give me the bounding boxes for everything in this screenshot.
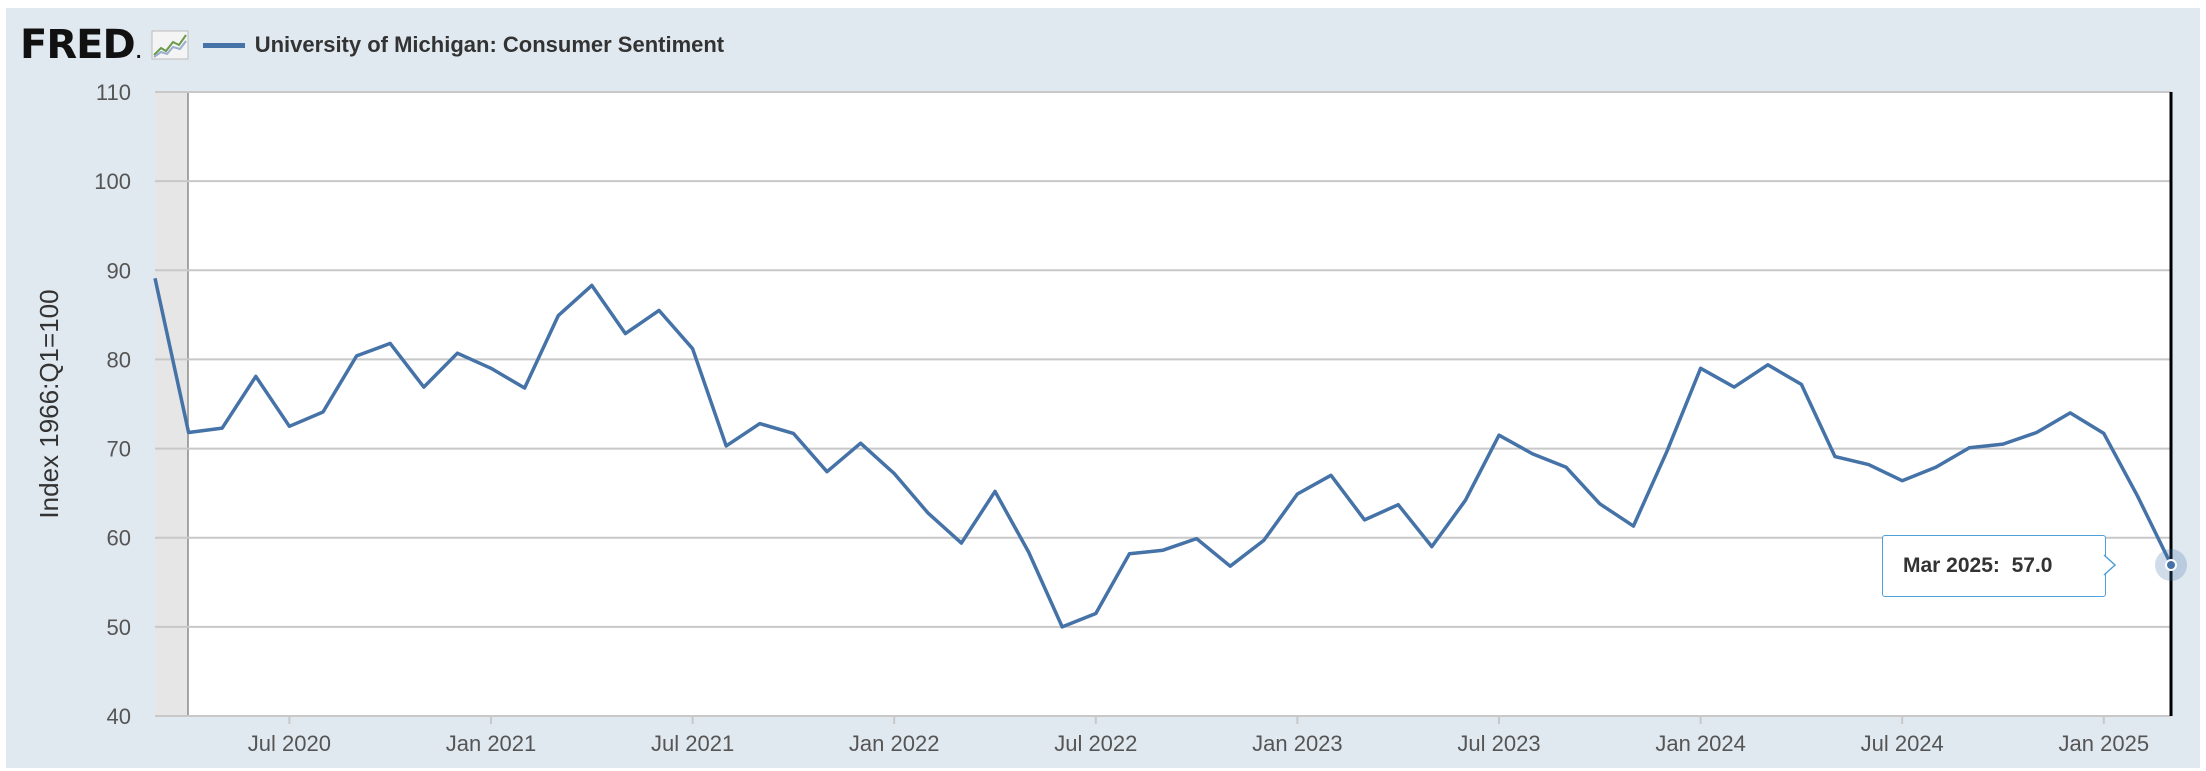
x-tick-label: Jan 2021 xyxy=(446,731,537,756)
data-point[interactable] xyxy=(519,382,531,394)
data-point[interactable] xyxy=(1527,448,1539,460)
data-point[interactable] xyxy=(1426,541,1438,553)
data-point[interactable] xyxy=(250,370,262,382)
data-point[interactable] xyxy=(1191,533,1203,545)
data-point[interactable] xyxy=(1459,494,1471,506)
tooltip-date: Mar 2025: xyxy=(1903,554,2000,577)
data-point[interactable] xyxy=(619,328,631,340)
data-point[interactable] xyxy=(149,272,161,284)
data-point[interactable] xyxy=(552,310,564,322)
tooltip: Mar 2025: 57.0 xyxy=(1882,535,2106,597)
y-axis-ticks: 40 50 60 70 80 90 100 110 xyxy=(94,80,131,729)
tooltip-arrow xyxy=(2103,554,2117,576)
series-line[interactable] xyxy=(153,277,2173,629)
data-point[interactable] xyxy=(720,440,732,452)
x-tick-label: Jan 2025 xyxy=(2059,731,2150,756)
data-point[interactable] xyxy=(216,422,228,434)
data-point[interactable] xyxy=(888,468,900,480)
x-tick-label: Jul 2023 xyxy=(1457,731,1540,756)
fred-logo[interactable]: FRED. xyxy=(20,22,142,68)
data-point[interactable] xyxy=(2064,407,2076,419)
legend-series-label[interactable]: University of Michigan: Consumer Sentime… xyxy=(254,32,725,57)
y-axis-title: Index 1966:Q1=100 xyxy=(34,289,64,518)
y-tick-label: 40 xyxy=(107,704,131,729)
data-point[interactable] xyxy=(1829,451,1841,463)
data-point[interactable] xyxy=(922,507,934,519)
x-tick-label: Jan 2022 xyxy=(849,731,940,756)
data-point[interactable] xyxy=(1695,362,1707,374)
data-point[interactable] xyxy=(1157,544,1169,556)
data-point[interactable] xyxy=(485,362,497,374)
data-point[interactable] xyxy=(418,381,430,393)
data-point[interactable] xyxy=(451,347,463,359)
data-point[interactable] xyxy=(653,304,665,316)
data-point[interactable] xyxy=(1560,461,1572,473)
data-point[interactable] xyxy=(1963,442,1975,454)
data-point[interactable] xyxy=(317,406,329,418)
data-point[interactable] xyxy=(1291,488,1303,500)
data-point[interactable] xyxy=(1123,548,1135,560)
data-point[interactable] xyxy=(1594,498,1606,510)
data-point[interactable] xyxy=(183,427,195,439)
y-tick-label: 100 xyxy=(94,169,131,194)
data-point[interactable] xyxy=(2098,427,2110,439)
y-tick-label: 110 xyxy=(96,80,131,105)
x-tick-label: Jul 2024 xyxy=(1861,731,1944,756)
data-point[interactable] xyxy=(384,337,396,349)
data-point[interactable] xyxy=(1896,475,1908,487)
plot-area-right xyxy=(188,92,2171,716)
data-point[interactable] xyxy=(351,350,363,362)
tooltip-value: 57.0 xyxy=(2011,554,2053,577)
data-point[interactable] xyxy=(1863,459,1875,471)
y-tick-label: 60 xyxy=(107,526,131,551)
x-tick-label: Jan 2023 xyxy=(1252,731,1343,756)
chart-header: FRED. University of Michigan: Consumer S… xyxy=(20,22,724,68)
data-point[interactable] xyxy=(1056,621,1068,633)
x-tick-label: Jan 2024 xyxy=(1655,731,1746,756)
data-point[interactable] xyxy=(687,343,699,355)
data-point[interactable] xyxy=(1627,520,1639,532)
legend-swatch xyxy=(202,42,245,48)
data-point[interactable] xyxy=(821,466,833,478)
data-point[interactable] xyxy=(1224,560,1236,572)
data-point[interactable] xyxy=(787,427,799,439)
data-point[interactable] xyxy=(586,279,598,291)
x-tick-label: Jul 2020 xyxy=(248,731,331,756)
data-point[interactable] xyxy=(855,437,867,449)
data-point[interactable] xyxy=(283,420,295,432)
data-point[interactable] xyxy=(1023,546,1035,558)
data-point[interactable] xyxy=(1930,461,1942,473)
data-point[interactable] xyxy=(1762,359,1774,371)
data-point[interactable] xyxy=(2031,427,2043,439)
data-point[interactable] xyxy=(989,485,1001,497)
data-point[interactable] xyxy=(2131,490,2143,502)
x-tick-label: Jul 2022 xyxy=(1054,731,1137,756)
y-tick-label: 80 xyxy=(107,347,131,372)
data-point[interactable] xyxy=(1325,469,1337,481)
data-point[interactable] xyxy=(1661,445,1673,457)
hover-marker xyxy=(2165,559,2177,571)
y-tick-label: 50 xyxy=(107,615,131,640)
data-point[interactable] xyxy=(1795,378,1807,390)
y-tick-label: 90 xyxy=(107,258,131,283)
data-point[interactable] xyxy=(1728,381,1740,393)
data-point[interactable] xyxy=(1359,514,1371,526)
data-point[interactable] xyxy=(955,537,967,549)
data-point[interactable] xyxy=(1090,607,1102,619)
data-point[interactable] xyxy=(1493,429,1505,441)
x-tick-label: Jul 2021 xyxy=(651,731,734,756)
data-point[interactable] xyxy=(1258,534,1270,546)
x-axis-ticks: Jul 2020 Jan 2021 Jul 2021 Jan 2022 Jul 2022… xyxy=(155,715,2171,756)
data-point[interactable] xyxy=(1997,438,2009,450)
chart-line-icon[interactable] xyxy=(151,30,189,60)
data-point[interactable] xyxy=(754,418,766,430)
data-point[interactable] xyxy=(1392,499,1404,511)
y-tick-label: 70 xyxy=(107,437,131,462)
